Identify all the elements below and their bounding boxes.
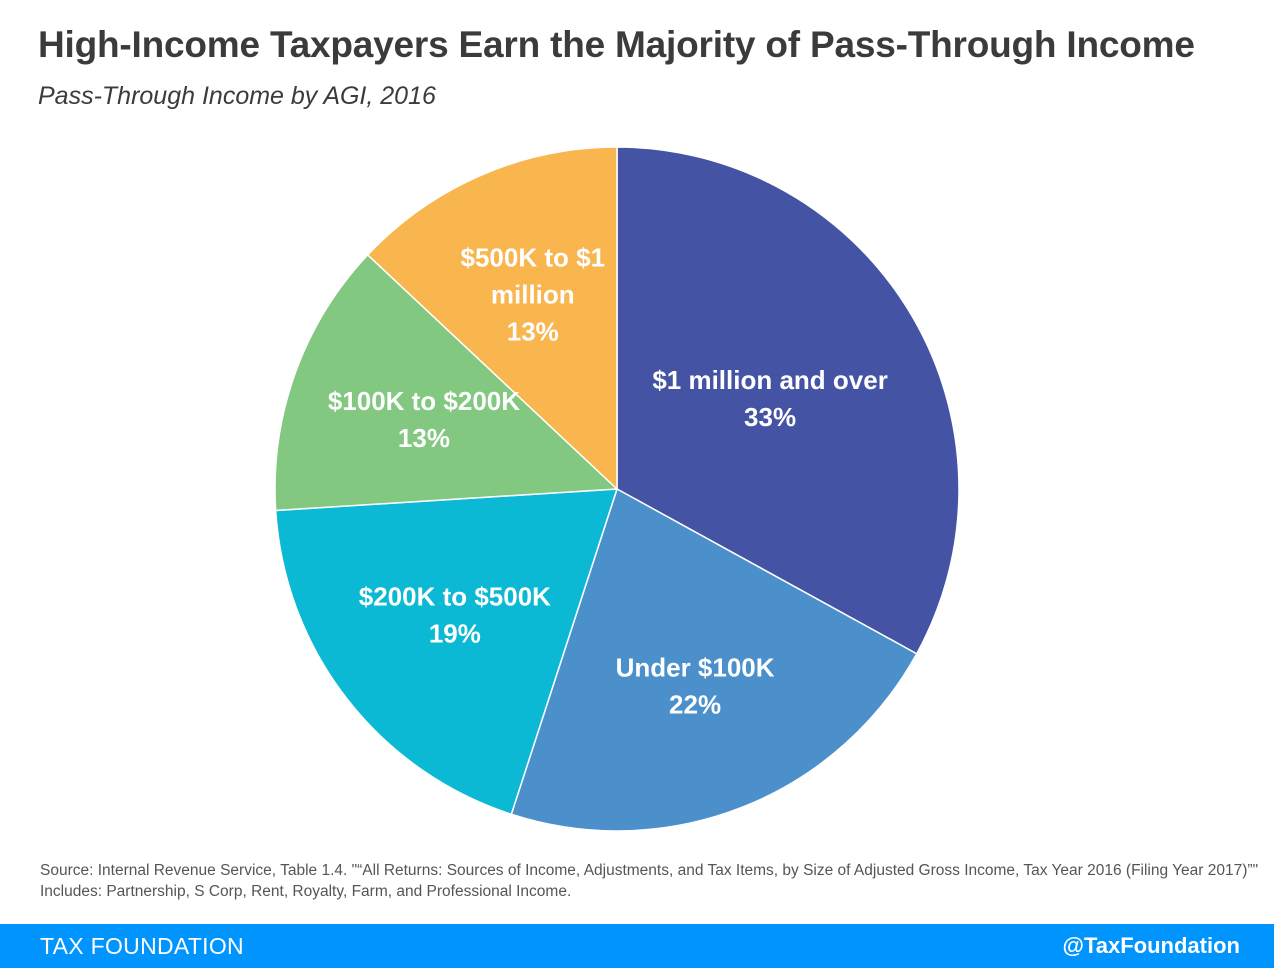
slice-label-under-100k: Under $100K 22% <box>616 653 775 720</box>
slice-value-label: 13% <box>507 316 559 346</box>
slice-label-200k-to-500k: $200K to $500K 19% <box>359 581 551 648</box>
slice-value-label: 13% <box>398 423 450 453</box>
pie-chart: $1 million and over 33% Under $100K 22% $200… <box>274 146 960 832</box>
pie-slice-500k-to-1-million <box>366 146 618 491</box>
pie-labels: $1 million and over 33% Under $100K 22% $200… <box>328 242 888 719</box>
slice-value-label: 33% <box>744 402 796 432</box>
chart-subtitle: Pass-Through Income by AGI, 2016 <box>38 82 436 110</box>
footer-handle[interactable]: @TaxFoundation <box>1062 933 1240 958</box>
source-note: Source: Internal Revenue Service, Table … <box>40 862 1259 900</box>
slice-value-label: 19% <box>429 618 481 648</box>
pie-slices <box>274 146 960 832</box>
chart-title: High-Income Taxpayers Earn the Majority … <box>38 24 1195 65</box>
pie-slice-100k-to-200k <box>274 253 619 512</box>
pie-slice-under-100k <box>510 487 918 832</box>
slice-label-500k-to-1-million: $500K to $1 million 13% <box>461 242 606 346</box>
slice-category-label: Under $100K <box>616 653 775 683</box>
footer-brand: TAX FOUNDATION <box>40 933 244 959</box>
slice-category-label: $500K to $1 <box>461 242 606 272</box>
footer-bar: TAX FOUNDATION @TaxFoundation <box>0 924 1274 968</box>
slice-label-100k-to-200k: $100K to $200K 13% <box>328 386 520 453</box>
slice-label-1-million-and-over: $1 million and over 33% <box>652 365 888 432</box>
slice-category-label: $200K to $500K <box>359 581 551 611</box>
slice-value-label: 22% <box>669 690 721 720</box>
slice-category-label: $100K to $200K <box>328 386 520 416</box>
pie-slice-1-million-and-over <box>616 146 960 655</box>
slice-category-label: $1 million and over <box>652 365 888 395</box>
pie-slice-200k-to-500k <box>274 488 619 816</box>
slice-category-label: million <box>491 279 575 309</box>
